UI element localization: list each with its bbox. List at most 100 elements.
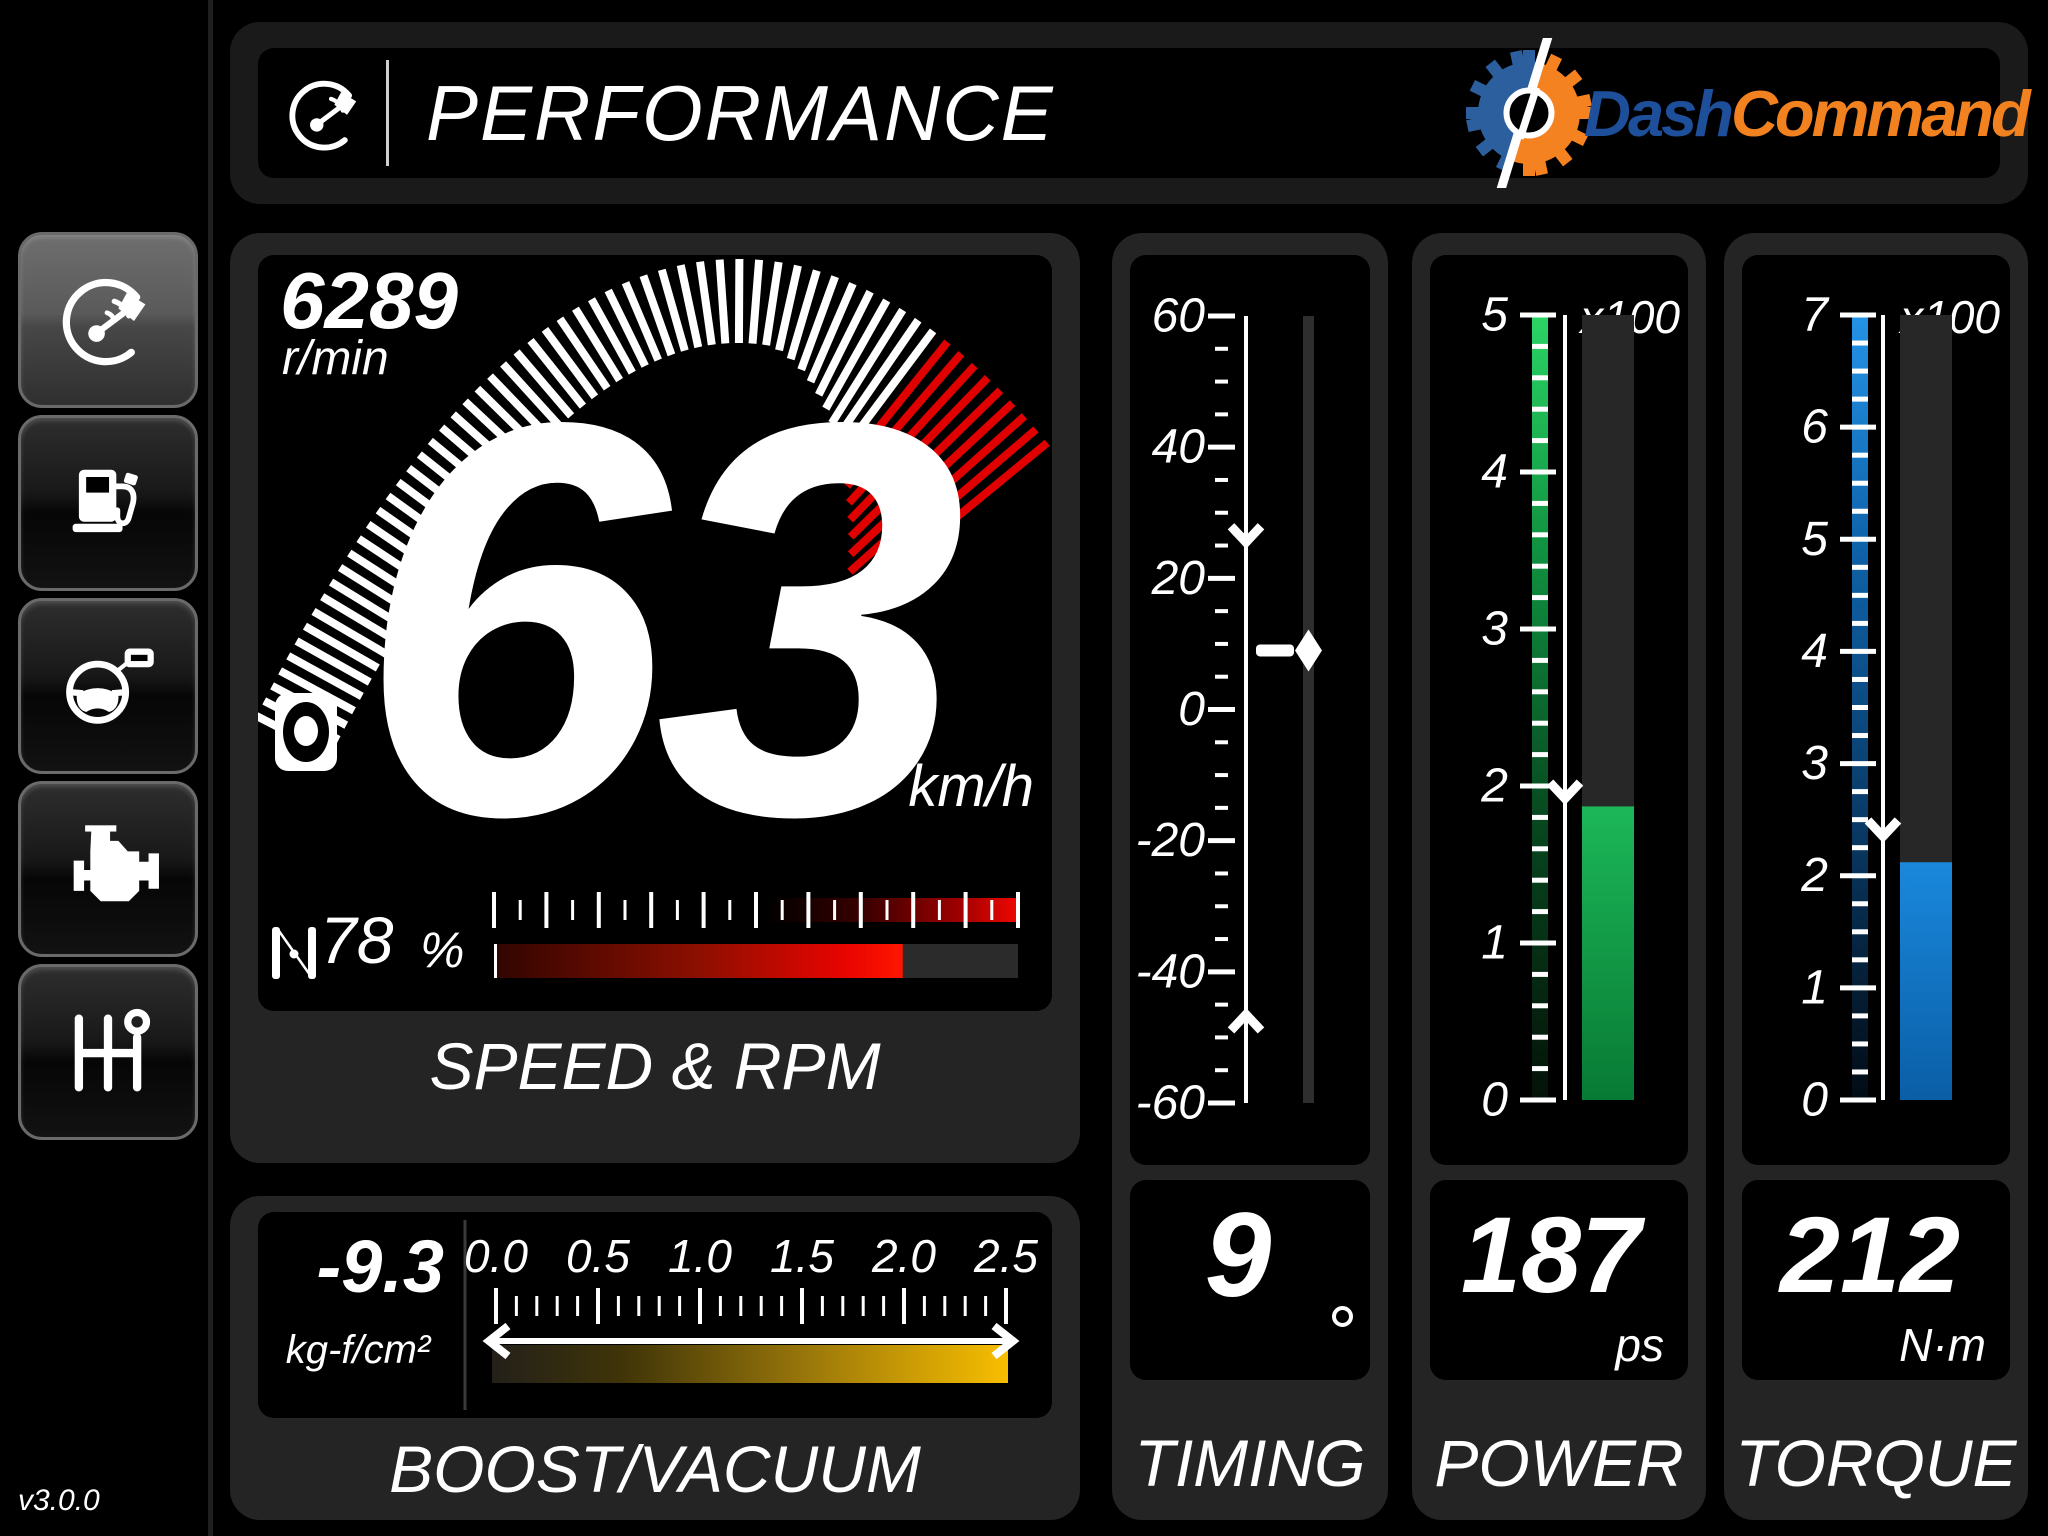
boost-vacuum-panel[interactable]: 0.0 0.5 1.0 1.5 2.0 2.5 -9.3 kg-f/cm² BOOST/V… bbox=[230, 1196, 1080, 1520]
rpm-arc-bar bbox=[833, 317, 922, 441]
boost-arrow-right bbox=[991, 1322, 1020, 1360]
rpm-arc-bar bbox=[837, 328, 937, 457]
boost-tick-label: 0.0 bbox=[464, 1230, 528, 1282]
rpm-arc-bar bbox=[847, 375, 991, 523]
gear-position-indicator bbox=[272, 927, 316, 979]
rpm-arc-bar bbox=[847, 400, 1016, 558]
boost-display: 0.0 0.5 1.0 1.5 2.0 2.5 -9.3 kg-f/cm² bbox=[258, 1212, 1052, 1418]
power-label: POWER bbox=[1434, 1426, 1684, 1500]
timing-label: TIMING bbox=[1134, 1426, 1366, 1500]
rpm-arc-bar bbox=[416, 451, 488, 510]
gauge-tick-label: 0 bbox=[1801, 1074, 1828, 1127]
rpm-arc-bar bbox=[797, 275, 839, 372]
speed-rpm-display: 6289 r/min 63 km/h 78 % bbox=[258, 255, 1052, 1011]
speed-rpm-label: SPEED & RPM bbox=[429, 1029, 881, 1103]
timing-value: 9 bbox=[1204, 1188, 1272, 1322]
rpm-arc-bar bbox=[500, 361, 563, 429]
page-title: PERFORMANCE bbox=[426, 69, 1055, 157]
rpm-unit: r/min bbox=[282, 332, 389, 385]
throttle-value: 78 bbox=[320, 903, 394, 977]
rpm-arc-bar bbox=[844, 351, 965, 489]
gauge-bar-fill bbox=[1900, 862, 1952, 1100]
gauge-tick-label: 3 bbox=[1481, 603, 1508, 656]
boost-unit: kg-f/cm² bbox=[285, 1328, 431, 1372]
logo-dash: Dash bbox=[1584, 77, 1734, 150]
speed-unit: km/h bbox=[908, 754, 1034, 819]
gauge-tick-label: 2 bbox=[1800, 849, 1828, 902]
rpm-arc-bar bbox=[846, 426, 1039, 593]
gauge-icon bbox=[62, 278, 146, 366]
rpm-value: 6289 bbox=[280, 256, 458, 345]
speed-value: 63 bbox=[357, 306, 967, 932]
gauge-tick-label: 1 bbox=[1801, 961, 1828, 1014]
rpm-arc-bar bbox=[844, 439, 1050, 611]
rpm-arc-bar bbox=[337, 564, 414, 616]
boost-tick-label: 0.5 bbox=[566, 1230, 630, 1282]
gauge-tick-label: 4 bbox=[1481, 446, 1508, 499]
boost-value: -9.3 bbox=[316, 1225, 444, 1308]
sidebar-item-transmission[interactable] bbox=[18, 964, 198, 1140]
rpm-arc-bar bbox=[474, 385, 541, 451]
sidebar-item-vehicle[interactable] bbox=[18, 598, 198, 774]
rpm-arc-bar bbox=[385, 492, 459, 549]
fuel-pump-icon bbox=[72, 469, 138, 533]
gauge-peak-marker bbox=[1546, 779, 1584, 806]
sidebar-item-engine[interactable] bbox=[18, 781, 198, 957]
timing-value-box: 9 bbox=[1130, 1180, 1370, 1380]
rpm-arc-bar bbox=[286, 652, 364, 700]
gauge-tick-label: 3 bbox=[1801, 737, 1828, 790]
gauge-tick-label: 4 bbox=[1801, 625, 1828, 678]
gauge-tick-label: 5 bbox=[1801, 513, 1828, 566]
rpm-arc-bar bbox=[395, 478, 469, 536]
gauge-tick-label: 2 bbox=[1480, 760, 1508, 813]
rpm-arc-bar bbox=[439, 424, 508, 486]
gear-badge-icon bbox=[275, 693, 337, 771]
sidebar-item-performance[interactable] bbox=[18, 232, 198, 408]
rpm-arc-bar bbox=[513, 349, 575, 419]
rpm-arc-bar bbox=[715, 259, 730, 344]
torque-panel[interactable]: 76543210x100 212 N·m TORQUE bbox=[1724, 233, 2028, 1520]
torque-value: 212 bbox=[1779, 1194, 1961, 1315]
rpm-arc-bar bbox=[487, 373, 552, 440]
boost-label: BOOST/VACUUM bbox=[389, 1432, 921, 1506]
rpm-arc-bar bbox=[657, 268, 689, 352]
rpm-arc-bar bbox=[639, 274, 676, 357]
rpm-arc-bar bbox=[762, 261, 783, 346]
rpm-arc-bar bbox=[278, 667, 356, 715]
degree-icon bbox=[1332, 1306, 1353, 1327]
header-bar: PERFORMANCE bbox=[230, 22, 2031, 204]
rpm-arc-bar bbox=[676, 264, 703, 349]
gauge-tick-label: 1 bbox=[1481, 917, 1508, 970]
boost-gradient-bar bbox=[492, 1345, 1008, 1383]
gauge-bar-fill bbox=[1582, 806, 1634, 1100]
gauge-strip bbox=[1532, 315, 1548, 1100]
rpm-arc-bar bbox=[365, 521, 440, 575]
gauge-tick-label: 0 bbox=[1481, 1074, 1508, 1127]
timing-min-marker bbox=[1227, 1007, 1265, 1034]
timing-tick-label: 40 bbox=[1152, 421, 1206, 474]
sidebar-item-fuel[interactable] bbox=[18, 415, 198, 591]
app-version: v3.0.0 bbox=[18, 1484, 100, 1517]
logo-command: Command bbox=[1730, 77, 2031, 150]
rpm-arc-bar bbox=[375, 506, 450, 562]
timing-tick-label: -60 bbox=[1136, 1077, 1206, 1130]
timing-tick-label: 20 bbox=[1151, 552, 1206, 605]
boost-tick-label: 1.5 bbox=[770, 1230, 834, 1282]
speed-rpm-panel[interactable]: 6289 r/min 63 km/h 78 % SPEED & RPM bbox=[230, 233, 1080, 1163]
torque-label: TORQUE bbox=[1735, 1426, 2017, 1500]
rpm-arc-bar bbox=[806, 282, 857, 384]
power-panel[interactable]: 543210x100 187 ps POWER bbox=[1412, 233, 1706, 1520]
rpm-arc-bar bbox=[786, 269, 821, 361]
timing-gauge: 60 40 20 0 -20 -40 -60 bbox=[1130, 255, 1370, 1165]
timing-pointer-diamond bbox=[1295, 629, 1322, 672]
steering-wheel-icon bbox=[66, 648, 154, 724]
timing-panel[interactable]: 60 40 20 0 -20 -40 -60 9 TIMING bbox=[1112, 233, 1388, 1520]
rpm-arc-bar bbox=[775, 264, 802, 352]
rpm-arc-bar bbox=[311, 607, 389, 658]
rpm-arc-bar bbox=[815, 289, 874, 397]
power-value: 187 bbox=[1460, 1194, 1642, 1315]
dashcommand-logo: DashCommand bbox=[1584, 48, 2031, 178]
gear-shifter-icon bbox=[74, 1008, 151, 1092]
gauge-tick-label: 7 bbox=[1801, 289, 1830, 342]
rpm-arc-bar bbox=[572, 306, 624, 383]
